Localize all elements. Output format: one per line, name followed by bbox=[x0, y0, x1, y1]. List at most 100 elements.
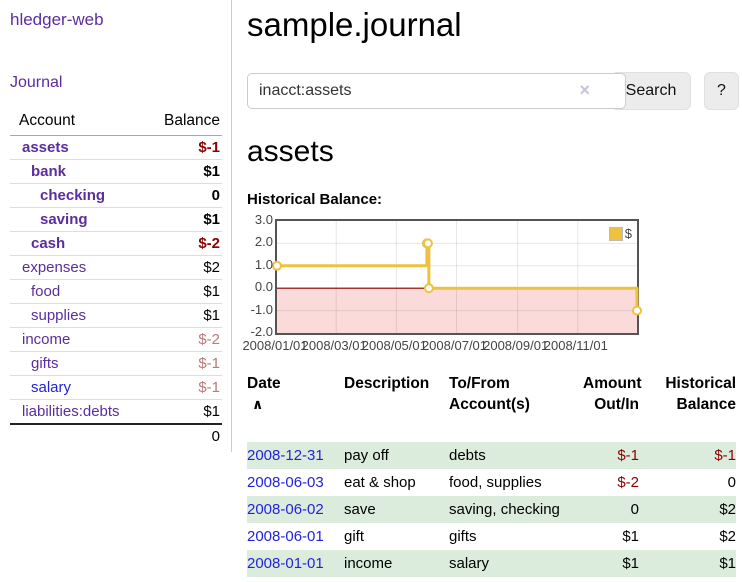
sort-ascending-icon: ∧ bbox=[252, 394, 344, 415]
account-balance: $1 bbox=[142, 208, 222, 232]
accounts-column-header: Account bbox=[10, 108, 142, 136]
sidebar-account-link[interactable]: gifts bbox=[10, 355, 59, 372]
column-header-amount: AmountOut/In bbox=[583, 371, 639, 442]
y-axis-tick-label: -2.0 bbox=[243, 324, 273, 339]
transaction-amount: $1 bbox=[583, 550, 639, 577]
transaction-description: save bbox=[344, 496, 449, 523]
clear-search-icon[interactable]: × bbox=[579, 80, 590, 100]
account-balance: 0 bbox=[142, 184, 222, 208]
chart-plot-area: $ bbox=[275, 219, 639, 335]
account-heading: assets bbox=[247, 135, 739, 169]
x-axis-tick-label: 2008/07/01 bbox=[422, 338, 488, 353]
sidebar-account-link[interactable]: bank bbox=[10, 163, 66, 180]
transaction-date-link[interactable]: 2008-06-02 bbox=[247, 501, 324, 518]
transaction-description: pay off bbox=[344, 442, 449, 469]
sidebar: hledger-web Journal Account Balance asse… bbox=[0, 0, 232, 452]
x-axis-tick-label: 2008/09/01 bbox=[483, 338, 549, 353]
accounts-table-body: assets$-1bank$1checking0saving$1cash$-2e… bbox=[10, 136, 222, 425]
sidebar-account-link[interactable]: food bbox=[10, 283, 60, 300]
x-axis-tick-label: 2008/05/01 bbox=[361, 338, 427, 353]
column-header-balance: HistoricalBalance bbox=[639, 371, 736, 442]
sidebar-account-link[interactable]: checking bbox=[10, 187, 105, 204]
accounts-table: Account Balance assets$-1bank$1checking0… bbox=[10, 108, 222, 448]
register-header-row: Date∧ Description To/FromAccount(s) Amou… bbox=[247, 371, 736, 442]
account-row: food $1 bbox=[10, 280, 222, 304]
page-title: sample.journal bbox=[247, 6, 739, 44]
y-axis-tick-label: 1.0 bbox=[243, 257, 273, 272]
search-input-wrap: × bbox=[247, 73, 599, 109]
register-row: 2008-06-01 giftgifts$1$2 bbox=[247, 523, 736, 550]
account-balance: $1 bbox=[142, 304, 222, 328]
sidebar-account-link[interactable]: liabilities:debts bbox=[10, 403, 120, 420]
main-content: sample.journal × Search ? assets Histori… bbox=[232, 0, 742, 577]
transaction-accounts: saving, checking bbox=[449, 496, 583, 523]
sidebar-account-link[interactable]: income bbox=[10, 331, 70, 348]
register-row: 2008-01-01incomesalary$1$1 bbox=[247, 550, 736, 577]
account-balance: $-2 bbox=[142, 328, 222, 352]
transaction-description: gift bbox=[344, 523, 449, 550]
sidebar-account-link[interactable]: assets bbox=[10, 139, 69, 156]
x-axis-tick-label: 2008/11/01 bbox=[543, 338, 609, 353]
account-row: checking 0 bbox=[10, 184, 222, 208]
account-row: expenses $2 bbox=[10, 256, 222, 280]
column-header-accounts: To/FromAccount(s) bbox=[449, 371, 583, 442]
help-button[interactable]: ? bbox=[704, 72, 739, 110]
sidebar-account-link[interactable]: supplies bbox=[10, 307, 86, 324]
transaction-accounts: gifts bbox=[449, 523, 583, 550]
transaction-description: income bbox=[344, 550, 449, 577]
transaction-amount: 0 bbox=[583, 496, 639, 523]
transaction-description: eat & shop bbox=[344, 469, 449, 496]
sidebar-item-journal[interactable]: Journal bbox=[10, 74, 62, 92]
account-row: assets$-1 bbox=[10, 136, 222, 160]
chart-title: Historical Balance: bbox=[247, 191, 739, 208]
total-balance: 0 bbox=[142, 424, 222, 448]
account-row: liabilities:debts $1 bbox=[10, 400, 222, 425]
historical-balance-chart: $ 3.02.01.00.0-1.0-2.02008/01/012008/03/… bbox=[247, 219, 687, 355]
account-row: gifts $-1 bbox=[10, 352, 222, 376]
sidebar-account-link[interactable]: salary bbox=[10, 379, 71, 396]
transaction-balance: $2 bbox=[639, 523, 736, 550]
app-brand-link[interactable]: hledger-web bbox=[10, 10, 104, 30]
x-axis-tick-label: 2008/01/01 bbox=[242, 338, 308, 353]
transaction-balance: 0 bbox=[639, 469, 736, 496]
register-table: Date∧ Description To/FromAccount(s) Amou… bbox=[247, 371, 736, 577]
transaction-balance: $1 bbox=[639, 550, 736, 577]
account-row: income $-2 bbox=[10, 328, 222, 352]
account-balance: $-1 bbox=[142, 376, 222, 400]
transaction-date-link[interactable]: 2008-01-01 bbox=[247, 555, 324, 572]
register-table-body: 2008-12-31pay offdebts$-1$-12008-06-03ea… bbox=[247, 442, 736, 577]
sidebar-account-link[interactable]: cash bbox=[10, 235, 65, 252]
account-row: salary $-1 bbox=[10, 376, 222, 400]
account-balance: $-2 bbox=[142, 232, 222, 256]
search-form: × Search ? bbox=[247, 72, 739, 110]
transaction-amount: $-2 bbox=[583, 469, 639, 496]
account-balance: $1 bbox=[142, 400, 222, 425]
search-input[interactable] bbox=[247, 73, 626, 109]
y-axis-tick-label: 3.0 bbox=[243, 212, 273, 227]
sidebar-account-link[interactable]: expenses bbox=[10, 259, 86, 276]
transaction-accounts: food, supplies bbox=[449, 469, 583, 496]
account-balance: $1 bbox=[142, 280, 222, 304]
transaction-balance: $-1 bbox=[639, 442, 736, 469]
y-axis-tick-label: 0.0 bbox=[243, 279, 273, 294]
transaction-date-link[interactable]: 2008-12-31 bbox=[247, 447, 324, 464]
column-header-description: Description bbox=[344, 371, 449, 442]
sidebar-account-link[interactable]: saving bbox=[10, 211, 88, 228]
transaction-amount: $-1 bbox=[583, 442, 639, 469]
column-header-date[interactable]: Date∧ bbox=[247, 371, 344, 442]
account-balance: $2 bbox=[142, 256, 222, 280]
balance-column-header: Balance bbox=[142, 108, 222, 136]
account-balance: $1 bbox=[142, 160, 222, 184]
account-row: saving $1 bbox=[10, 208, 222, 232]
transaction-balance: $2 bbox=[639, 496, 736, 523]
transaction-date-link[interactable]: 2008-06-03 bbox=[247, 474, 324, 491]
register-row: 2008-12-31pay offdebts$-1$-1 bbox=[247, 442, 736, 469]
register-row: 2008-06-02 savesaving, checking0$2 bbox=[247, 496, 736, 523]
transaction-date-link[interactable]: 2008-06-01 bbox=[247, 528, 324, 545]
register-row: 2008-06-03 eat & shopfood, supplies$-20 bbox=[247, 469, 736, 496]
accounts-total-row: 0 bbox=[10, 424, 222, 448]
account-row: supplies $1 bbox=[10, 304, 222, 328]
transaction-amount: $1 bbox=[583, 523, 639, 550]
account-balance: $-1 bbox=[142, 352, 222, 376]
y-axis-tick-label: -1.0 bbox=[243, 302, 273, 317]
